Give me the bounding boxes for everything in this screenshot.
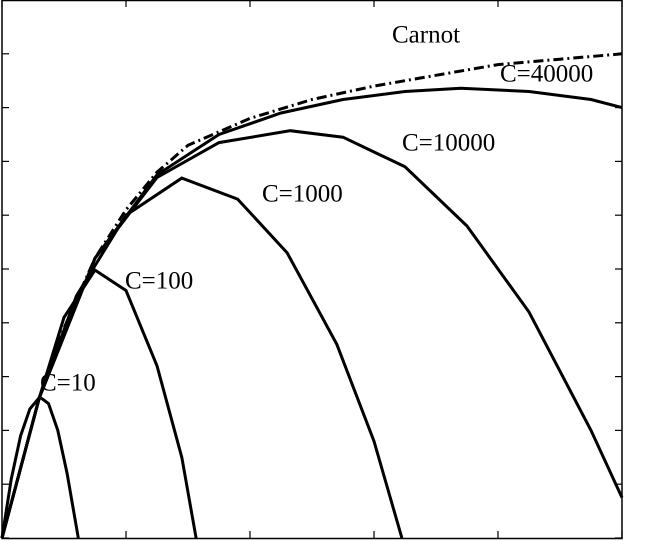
plot-frame: [1, 0, 623, 540]
curve-label: Carnot: [392, 22, 460, 49]
curve: [0, 268, 198, 539]
curve: [0, 176, 404, 539]
curve-label: C=40000: [500, 61, 593, 88]
curve-label: C=10: [40, 370, 96, 397]
curve-label: C=100: [125, 268, 193, 295]
curve-label: C=10000: [402, 130, 495, 157]
curve: [0, 394, 80, 539]
curve-label: C=1000: [262, 181, 343, 208]
